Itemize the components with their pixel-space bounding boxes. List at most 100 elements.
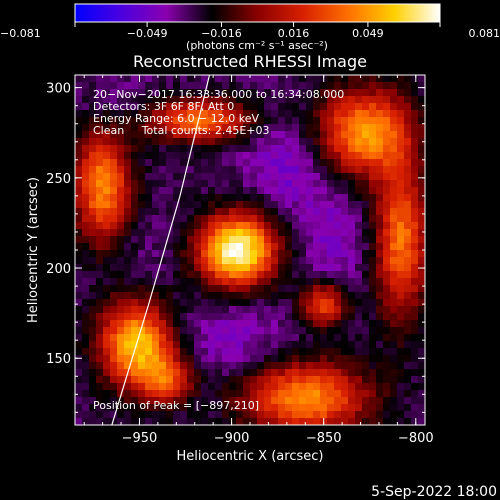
heatmap-cell [327,145,334,152]
heatmap-cell [96,250,103,257]
heatmap-cell [285,383,292,390]
heatmap-cell [411,404,418,411]
heatmap-cell [75,229,82,236]
heatmap-cell [257,82,264,89]
heatmap-cell [397,75,404,82]
heatmap-cell [397,271,404,278]
heatmap-cell [271,117,278,124]
heatmap-cell [222,418,229,425]
heatmap-cell [390,75,397,82]
heatmap-cell [131,390,138,397]
heatmap-cell [390,390,397,397]
heatmap-cell [194,243,201,250]
heatmap-cell [243,292,250,299]
heatmap-cell [362,103,369,110]
heatmap-cell [236,180,243,187]
heatmap-cell [166,103,173,110]
heatmap-cell [362,201,369,208]
heatmap-cell [397,411,404,418]
heatmap-cell [229,201,236,208]
heatmap-cell [355,243,362,250]
heatmap-cell [222,131,229,138]
heatmap-cell [110,390,117,397]
heatmap-cell [243,180,250,187]
heatmap-cell [383,404,390,411]
heatmap-cell [264,278,271,285]
heatmap-cell [271,131,278,138]
heatmap-cell [89,320,96,327]
heatmap-cell [173,159,180,166]
heatmap-cell [376,138,383,145]
heatmap-cell [418,271,425,278]
heatmap-cell [138,411,145,418]
heatmap-cell [369,313,376,320]
heatmap-cell [271,236,278,243]
heatmap-cell [341,152,348,159]
heatmap-cell [222,334,229,341]
heatmap-cell [82,285,89,292]
heatmap-cell [320,201,327,208]
heatmap-cell [208,299,215,306]
heatmap-cell [180,222,187,229]
heatmap-cell [341,355,348,362]
heatmap-cell [397,194,404,201]
heatmap-cell [250,278,257,285]
heatmap-cell [243,383,250,390]
heatmap-cell [243,320,250,327]
heatmap-cell [257,145,264,152]
heatmap-cell [201,285,208,292]
heatmap-cell [166,264,173,271]
heatmap-cell [257,411,264,418]
heatmap-cell [285,159,292,166]
heatmap-cell [397,250,404,257]
heatmap-cell [257,194,264,201]
heatmap-cell [369,131,376,138]
heatmap-cell [194,418,201,425]
heatmap-cell [404,292,411,299]
heatmap-cell [124,250,131,257]
heatmap-cell [145,250,152,257]
heatmap-cell [124,362,131,369]
heatmap-cell [131,292,138,299]
heatmap-cell [89,215,96,222]
heatmap-cell [75,320,82,327]
heatmap-cell [404,264,411,271]
heatmap-cell [187,369,194,376]
heatmap-cell [327,257,334,264]
heatmap-cell [369,369,376,376]
heatmap-cell [383,355,390,362]
heatmap-cell [411,243,418,250]
heatmap-cell [362,166,369,173]
heatmap-cell [215,180,222,187]
heatmap-cell [418,418,425,425]
heatmap-cell [264,271,271,278]
heatmap-cell [250,201,257,208]
heatmap-cell [222,110,229,117]
heatmap-cell [327,355,334,362]
heatmap-cell [362,390,369,397]
heatmap-cell [355,159,362,166]
heatmap-cell [271,397,278,404]
heatmap-cell [292,278,299,285]
heatmap-cell [229,208,236,215]
heatmap-cell [397,159,404,166]
heatmap-cell [201,313,208,320]
heatmap-cell [131,215,138,222]
heatmap-cell [278,334,285,341]
heatmap-cell [180,278,187,285]
heatmap-cell [222,201,229,208]
heatmap-cell [376,257,383,264]
heatmap-cell [278,187,285,194]
heatmap-cell [180,194,187,201]
heatmap-cell [397,124,404,131]
heatmap-cell [250,362,257,369]
heatmap-cell [208,152,215,159]
heatmap-cell [117,138,124,145]
heatmap-cell [250,222,257,229]
heatmap-cell [327,243,334,250]
heatmap-cell [82,208,89,215]
heatmap-cell [124,257,131,264]
heatmap-cell [306,229,313,236]
heatmap-cell [418,299,425,306]
heatmap-cell [173,362,180,369]
